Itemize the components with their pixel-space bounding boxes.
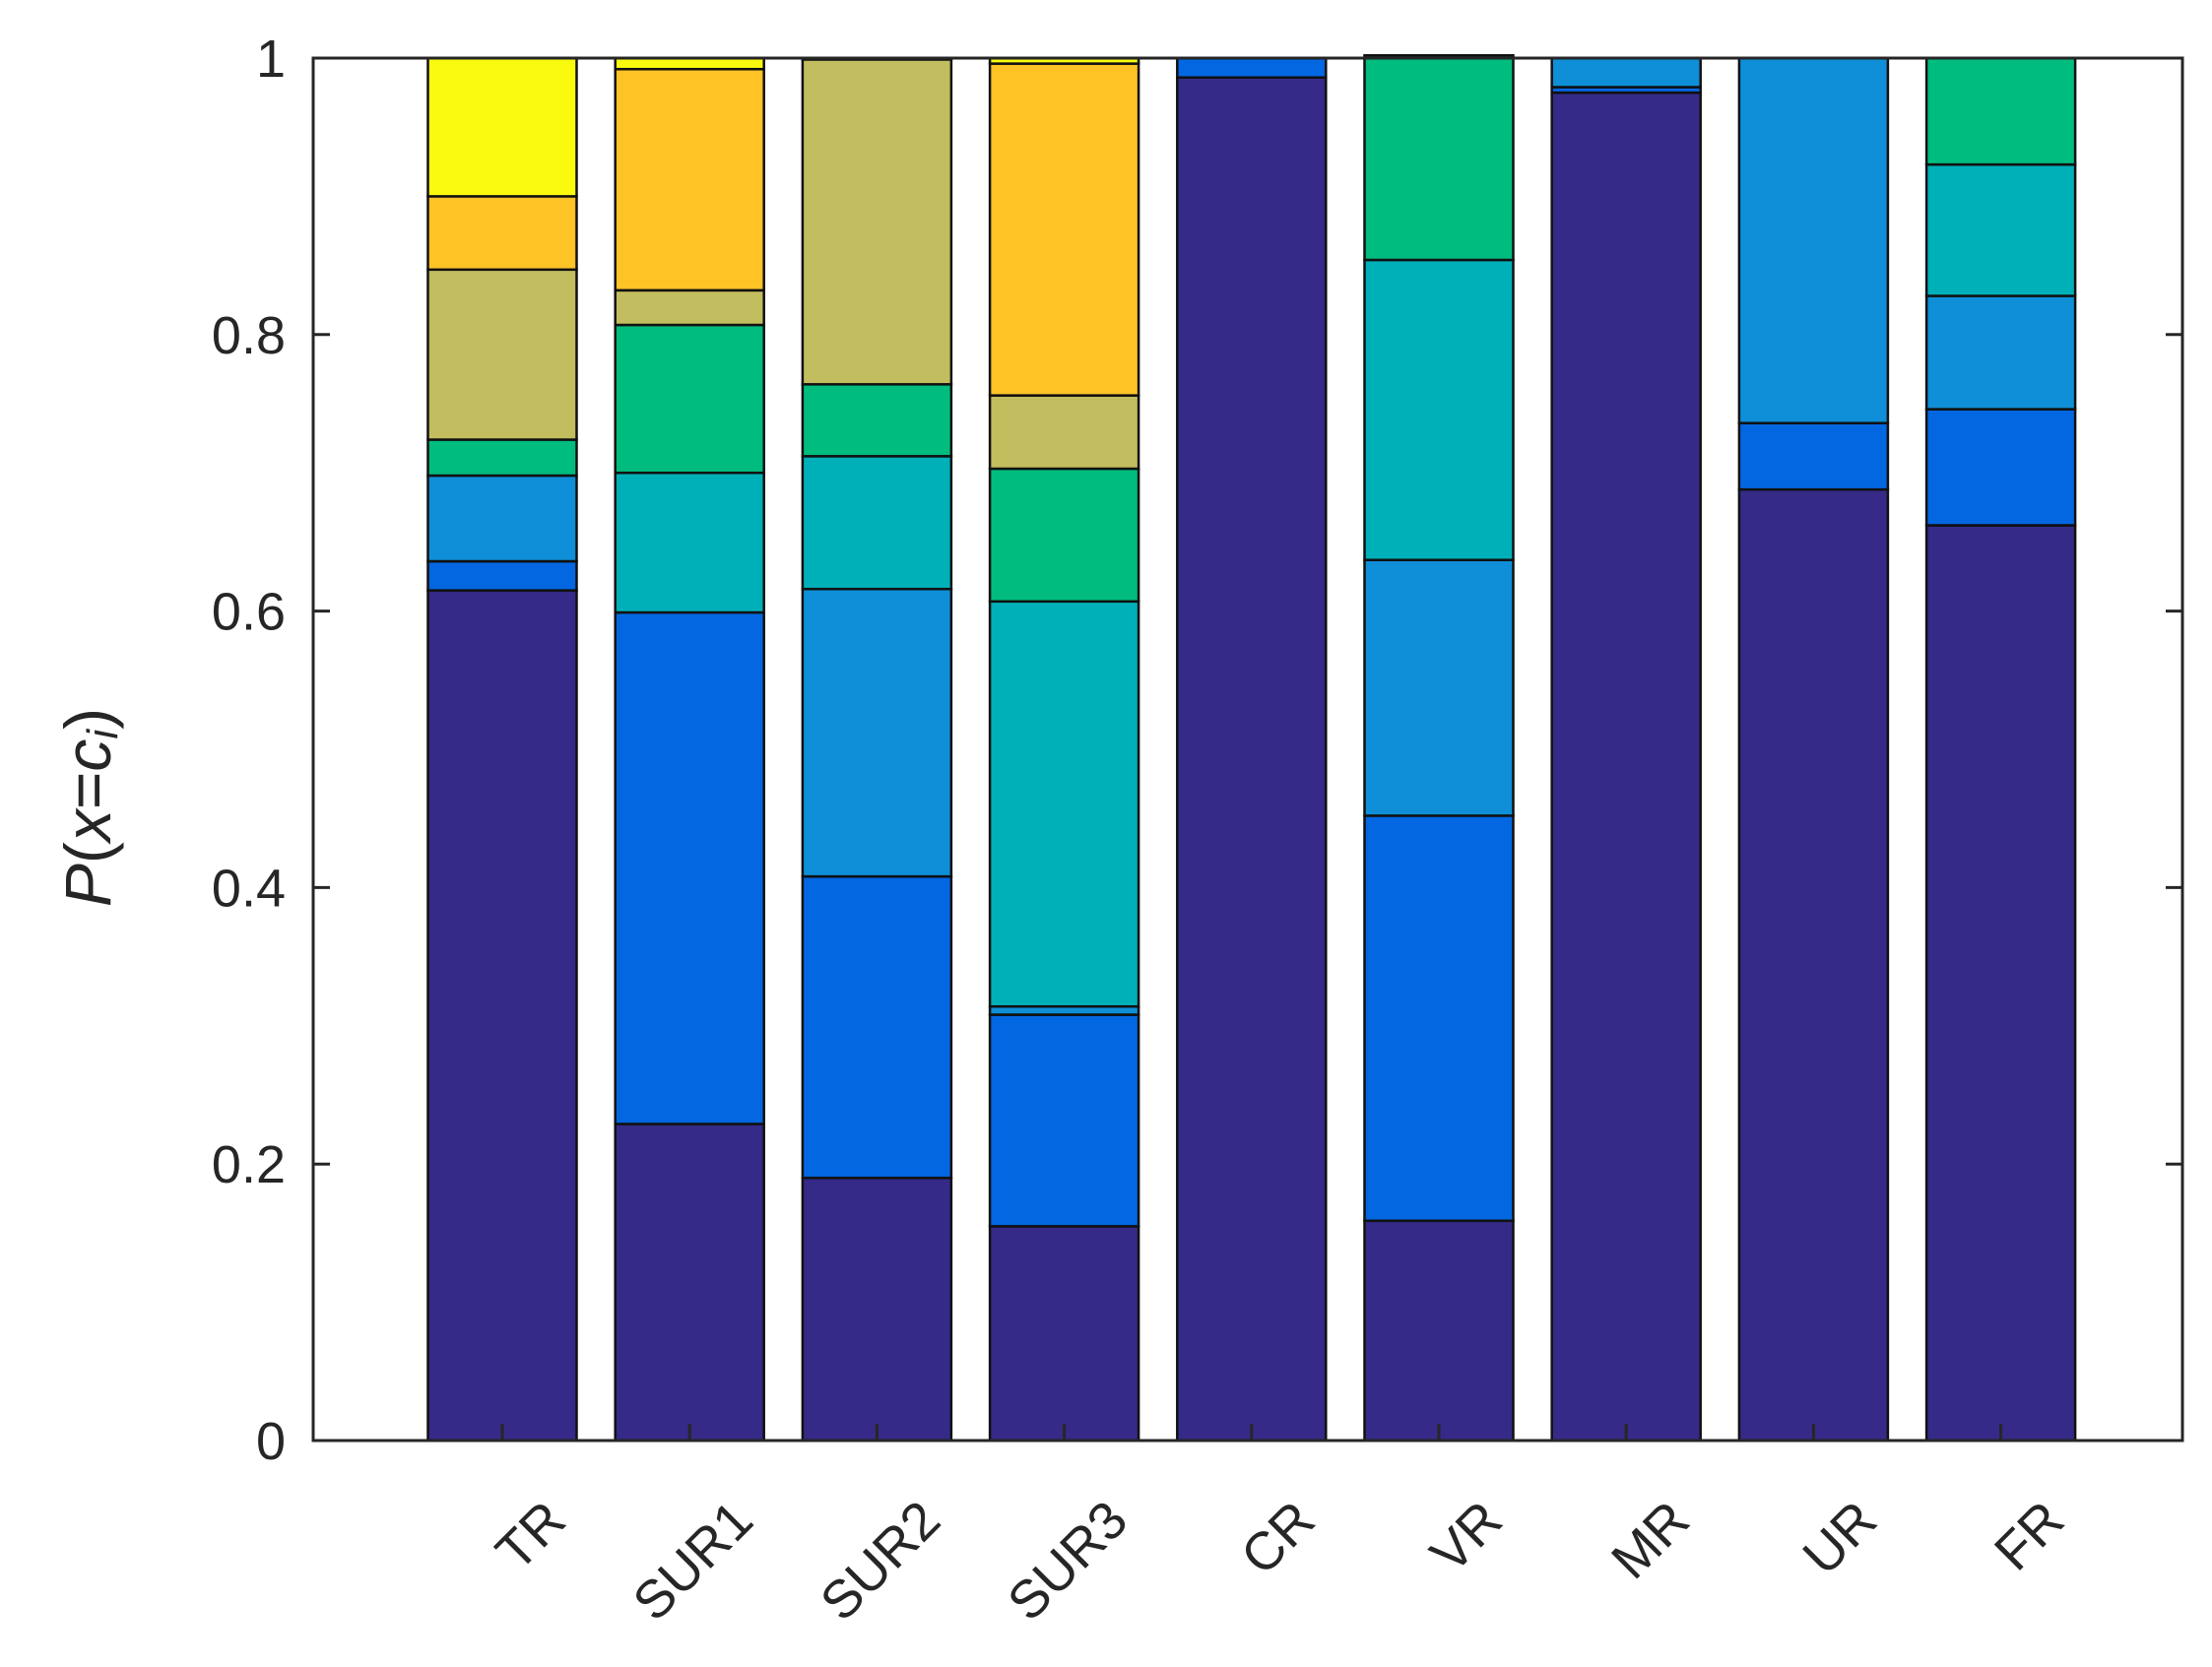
bar-segment-mr-c3 bbox=[1550, 56, 1702, 89]
ticks-layer: 0 0.2 0.4 0.6 0.8 1 bbox=[212, 30, 2182, 1471]
bar-segment-ur-c2 bbox=[1737, 421, 1890, 491]
bar-segment-vr-c2 bbox=[1363, 814, 1515, 1223]
y-axis-label-sub: i bbox=[79, 729, 127, 739]
bar-segment-sur2-c1 bbox=[801, 1176, 953, 1443]
bar-segment-tr-c6 bbox=[426, 268, 578, 441]
bar-segment-fr-c4 bbox=[1924, 162, 2077, 297]
bar-segment-tr-c8 bbox=[426, 56, 578, 198]
bar-segment-fr-c2 bbox=[1924, 408, 2077, 527]
svg-text:P(x=ci): P(x=ci) bbox=[51, 708, 126, 907]
bar-segment-sur3-c2 bbox=[988, 1013, 1140, 1228]
bar-segment-sur3-c7 bbox=[988, 62, 1140, 397]
x-tick-label-fr: FR bbox=[1984, 1490, 2075, 1581]
bar-segment-tr-c3 bbox=[426, 474, 578, 563]
bar-segment-tr-c1 bbox=[426, 589, 578, 1443]
bar-segment-sur1-c6 bbox=[614, 289, 765, 327]
x-tick-label-cr: CR bbox=[1230, 1490, 1327, 1586]
y-tick-label: 0.8 bbox=[212, 306, 286, 365]
bar-segment-sur1-c5 bbox=[614, 323, 765, 475]
axes-box bbox=[311, 56, 2184, 1443]
bar-segment-sur3-c1 bbox=[988, 1225, 1140, 1443]
bar-segment-sur3-c4 bbox=[988, 600, 1140, 1008]
y-tick-label: 0.2 bbox=[212, 1135, 286, 1194]
y-tick-label: 1 bbox=[256, 30, 286, 89]
bars-layer bbox=[426, 53, 2077, 1443]
y-axis-label-c: c bbox=[51, 739, 124, 772]
x-tick-label-sur2: SUR2 bbox=[810, 1490, 951, 1632]
y-tick-label: 0.6 bbox=[212, 583, 286, 642]
bar-segment-ur-c1 bbox=[1737, 487, 1890, 1443]
y-axis-label-eq: = bbox=[51, 772, 124, 810]
bar-segment-sur2-c5 bbox=[801, 383, 953, 458]
bar-segment-vr-c3 bbox=[1363, 558, 1515, 817]
bar-segment-sur1-c2 bbox=[614, 610, 765, 1125]
x-tick-label-sur1: SUR1 bbox=[622, 1490, 764, 1632]
x-tick-label-mr: MR bbox=[1600, 1490, 1701, 1590]
x-tick-label-ur: UR bbox=[1791, 1490, 1888, 1586]
bar-segment-fr-c1 bbox=[1924, 524, 2077, 1443]
x-tick-labels: TR SUR1 SUR2 SUR3 CR VR MR UR FR bbox=[485, 1490, 2075, 1632]
bar-segment-fr-c5 bbox=[1924, 56, 2077, 166]
bar-segment-mr-c1 bbox=[1550, 91, 1702, 1443]
y-axis-label-p: P bbox=[51, 864, 124, 907]
bar-segment-tr-c7 bbox=[426, 195, 578, 272]
bar-segment-sur2-c2 bbox=[801, 874, 953, 1180]
bar-segment-cr-c2 bbox=[1176, 56, 1328, 79]
bar-segment-sur1-c4 bbox=[614, 471, 765, 614]
bar-segment-cr-c1 bbox=[1176, 76, 1328, 1443]
bar-segment-vr-c1 bbox=[1363, 1219, 1515, 1443]
x-tick-label-tr: TR bbox=[485, 1490, 576, 1581]
bar-segment-ur-c3 bbox=[1737, 56, 1890, 424]
y-axis-label-x: x bbox=[51, 807, 124, 845]
bar-segment-sur2-c4 bbox=[801, 455, 953, 591]
bar-segment-sur3-c6 bbox=[988, 394, 1140, 471]
bar-segment-sur1-c1 bbox=[614, 1122, 765, 1443]
bar-segment-sur1-c8 bbox=[614, 56, 765, 71]
bar-segment-sur2-c3 bbox=[801, 587, 953, 878]
bar-segment-sur3-c5 bbox=[988, 467, 1140, 604]
y-tick-label: 0.4 bbox=[212, 859, 286, 918]
bar-segment-sur2-c6 bbox=[801, 58, 953, 386]
bar-segment-tr-c5 bbox=[426, 438, 578, 478]
bar-segment-vr-c5 bbox=[1363, 53, 1515, 262]
bar-segment-sur1-c7 bbox=[614, 67, 765, 292]
bar-segment-vr-c4 bbox=[1363, 258, 1515, 561]
x-tick-label-sur3: SUR3 bbox=[997, 1490, 1139, 1632]
y-axis-label-close: ) bbox=[51, 708, 124, 730]
y-axis-label: P(x=ci) bbox=[51, 708, 126, 907]
bar-segment-tr-c2 bbox=[426, 559, 578, 592]
y-tick-label: 0 bbox=[256, 1412, 286, 1471]
x-tick-label-vr: VR bbox=[1419, 1490, 1513, 1583]
bar-segment-fr-c3 bbox=[1924, 294, 2077, 411]
y-axis-label-open: ( bbox=[51, 842, 124, 864]
